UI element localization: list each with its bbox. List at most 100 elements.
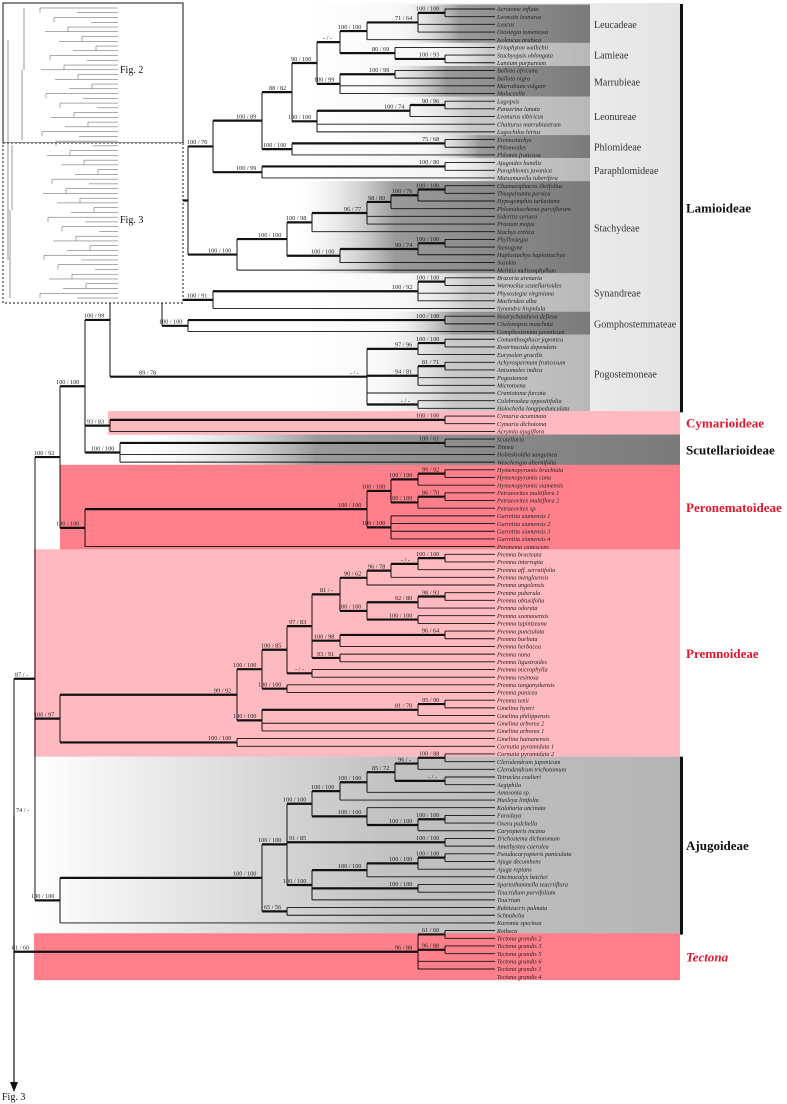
taxon-label: Teucridium parvifolium: [497, 889, 556, 896]
taxon-label: Amasonia sp.: [496, 790, 530, 797]
support-value: 92 / 80: [395, 595, 412, 602]
subfamily-label-tectona: Tectona: [686, 949, 729, 964]
support-value: 100 / 100: [338, 502, 361, 509]
taxon-label: Garrettia siamensis 4: [497, 536, 550, 543]
support-value: 81 / -: [320, 587, 333, 594]
support-value: 100 / 100: [91, 445, 114, 452]
taxon-label: Haplostachys haplostachya: [496, 252, 565, 259]
support-value: 100 / 100: [389, 495, 412, 502]
taxon-label: Ajuga reptans: [496, 866, 532, 873]
taxon-label: Premna tenii: [496, 697, 529, 704]
tribe-shading: [390, 96, 590, 136]
taxon-label: Premna ligustroides: [496, 659, 547, 666]
taxon-label: Premna interrupta: [496, 559, 543, 566]
support-value: 100 / 100: [416, 850, 439, 857]
support-value: 96 / 88: [395, 945, 412, 952]
taxon-label: Garrettia siamensis 1: [497, 513, 550, 520]
support-value: 100 / 100: [416, 274, 439, 281]
support-value: 74 / -: [16, 807, 29, 814]
support-value: 100 / 100: [338, 24, 361, 31]
taxon-label: Premna herbacea: [496, 644, 541, 651]
taxon-label: Petraeovitex multiflora 2: [496, 498, 559, 505]
taxon-label: Premna aff. serratifolia: [496, 567, 555, 574]
support-value: 100 / 76: [392, 188, 412, 195]
support-value: 100 / 93: [419, 52, 439, 59]
support-value: 100 / 100: [258, 837, 281, 844]
taxon-label: Ajugoides humilis: [496, 160, 542, 167]
taxon-label: Premna szemaoensis: [496, 613, 549, 620]
subfamily-label-ajugoideae: Ajugoideae: [686, 838, 749, 853]
support-value: 99 / 92: [214, 688, 231, 695]
taxon-label: Premna odorata: [496, 605, 538, 612]
ajugoideae-bar: [680, 756, 683, 935]
taxon-label: Tectona grandis 2: [497, 935, 541, 942]
taxon-label: Rostrinucula dependens: [496, 344, 557, 351]
taxon-label: Premna microphylla: [496, 667, 548, 674]
taxon-label: Phlomidoschema parviflorum: [496, 206, 571, 213]
support-value: 96 / 88: [422, 943, 439, 950]
taxon-label: Garrettia siamensis 3: [497, 528, 550, 535]
support-value: 93 / 91: [317, 651, 334, 658]
taxon-label: Brazoria arenaria: [497, 275, 542, 282]
taxon-label: Aegiphila: [496, 782, 521, 789]
support-value: 100 / 100: [283, 878, 306, 885]
taxon-label: Oncinocalyx betchei: [497, 874, 548, 881]
support-value: 100 / 100: [389, 472, 412, 479]
tribe-shading: [380, 311, 590, 335]
support-value: 100 / 100: [389, 612, 412, 619]
support-value: 100 / 100: [416, 413, 439, 420]
taxon-label: Rubiteucris palmata: [496, 905, 547, 912]
tribe-shading: [370, 65, 590, 97]
taxon-label: Phyllostegia: [496, 237, 528, 244]
fig3-arrow-label: Fig. 3: [2, 1092, 25, 1103]
taxon-label: Gomphostemma javanicum: [497, 329, 565, 336]
taxon-label: Lamium purpureum: [496, 60, 547, 67]
support-value: 80 / 69: [372, 46, 389, 53]
taxon-label: Stachys cretica: [497, 229, 534, 236]
fig2-box: [2, 2, 184, 144]
taxon-label: Caryopteris incana: [497, 828, 545, 835]
taxon-label: Paraphlomis javanica: [496, 167, 552, 174]
taxon-label: Premna barbata: [496, 636, 538, 643]
taxon-label: Prasium majus: [496, 221, 535, 228]
support-value: 100 / 99: [369, 67, 389, 74]
tribe-label-paraphlomideae: Paraphlomideae: [594, 166, 659, 177]
taxon-label: Colebrookea oppositifolia: [497, 398, 562, 405]
support-value: 100 / 100: [263, 142, 286, 149]
taxon-label: Cornutia pyramidata 1: [497, 743, 554, 750]
taxon-label: Synandra hispidula: [497, 306, 545, 313]
support-value: 100 / 100: [389, 856, 412, 863]
taxon-label: Petraeovitex multiflora 1: [496, 490, 559, 497]
subfamily-label-premnoideae: Premnoideae: [686, 646, 759, 661]
support-value: 100 / 100: [416, 313, 439, 320]
tribe-label-leonureae: Leonureae: [594, 112, 637, 123]
support-value: 98 / 80: [368, 195, 385, 202]
support-value: 100 / 98: [286, 215, 306, 222]
overview-inset: Fig. 2 Fig. 3: [2, 2, 184, 304]
support-value: 61 / 60: [12, 945, 29, 952]
fig3-box: [2, 142, 184, 304]
taxon-label: Premna punicea: [496, 690, 538, 697]
support-value: - / -: [428, 774, 437, 781]
support-value: 89 / 78: [139, 369, 156, 376]
taxon-label: Tectona grandis 3: [497, 943, 541, 950]
support-value: 100 / 100: [208, 247, 231, 254]
taxon-label: Leonotis leonurus: [496, 14, 542, 21]
taxon-label: Holocheila longipedunculata: [496, 406, 569, 413]
support-value: 100 / 100: [283, 797, 306, 804]
support-value: 100 / 100: [56, 379, 79, 386]
taxon-label: Matsumurella tuberifera: [496, 175, 558, 182]
support-value: 100 / 100: [338, 604, 361, 611]
taxon-label: Huxleya linifolia: [496, 797, 539, 804]
support-value: 100 / 61: [419, 436, 439, 443]
lamioideae-bar: [680, 4, 683, 413]
tectona-shading: [34, 933, 680, 981]
taxon-label: Macbridea alba: [496, 298, 537, 305]
support-value: 96 / 64: [422, 628, 439, 635]
support-value: - / -: [295, 666, 304, 673]
taxon-label: Pseudocaryopteris paniculata: [496, 851, 571, 858]
taxon-label: Melittis melissophyllum: [496, 267, 556, 274]
support-value: 95 / 90: [422, 697, 439, 704]
taxon-label: Leucas: [496, 22, 515, 29]
taxon-label: Ajuga decumbens: [496, 859, 541, 866]
